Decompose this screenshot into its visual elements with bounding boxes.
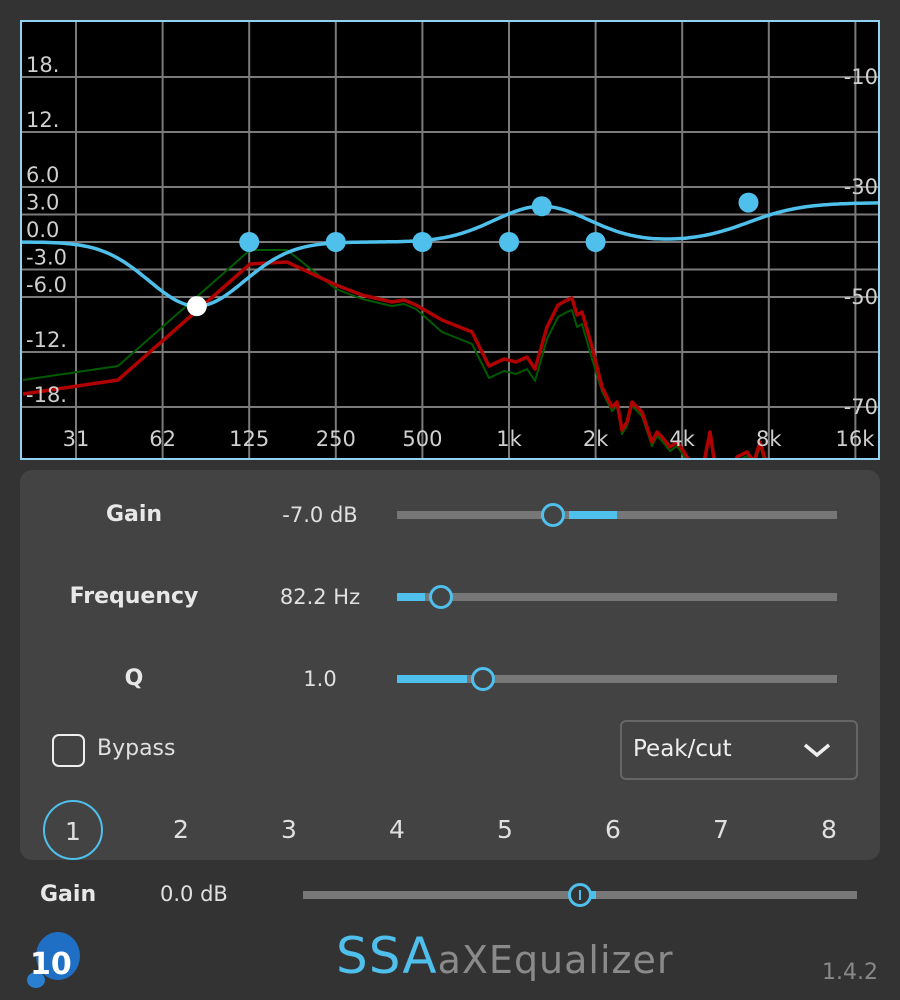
band-node-3[interactable] (325, 232, 346, 252)
bypass-label[interactable]: Bypass (97, 736, 176, 761)
filter-type-value: Peak/cut (633, 736, 732, 762)
level-axis-label: -30 (844, 175, 878, 199)
slider-knob[interactable] (470, 667, 495, 691)
frequency-axis-label: 1k (496, 427, 522, 451)
gain-axis-label: -12. (26, 328, 67, 352)
spectrum-trace-left (22, 260, 767, 458)
band-tab-8[interactable]: 8 (821, 815, 837, 844)
q-slider[interactable] (397, 667, 837, 691)
master-gain-slider[interactable] (303, 883, 857, 907)
band-node-2[interactable] (239, 232, 260, 252)
band-tab-5[interactable]: 5 (497, 815, 513, 844)
frequency-label: Frequency (69, 584, 199, 609)
frequency-value: 82.2 Hz (279, 585, 361, 609)
gain-axis-label: 6.0 (26, 163, 59, 187)
gain-axis-label: 12. (26, 108, 59, 132)
frequency-axis-label: 62 (149, 427, 176, 451)
logo-icon: 10 (27, 932, 80, 988)
brand-name: aXEqualizer (437, 938, 674, 982)
slider-track[interactable] (397, 593, 837, 601)
eq-graph[interactable]: 18. 12. 6.0 3.0 0.0 -3.0 -6.0 -12. -18. -10 -30 -50… (20, 20, 880, 460)
frequency-axis-label: 4k (669, 427, 695, 451)
gain-axis-label: -18. (26, 383, 67, 407)
band-settings-panel: Gain -7.0 dB Frequency 82.2 Hz Q 1.0 Byp… (20, 470, 880, 860)
gain-slider[interactable] (397, 503, 837, 527)
version-label: 1.4.2 (822, 960, 878, 985)
frequency-axis-label: 500 (402, 427, 442, 451)
frequency-slider[interactable] (397, 585, 837, 609)
slider-fill (569, 511, 617, 519)
level-axis-label: -50 (844, 285, 878, 309)
slider-track[interactable] (397, 511, 837, 519)
knob-tick (579, 890, 581, 900)
gain-axis-label: -3.0 (26, 246, 67, 270)
gain-axis-label: 0.0 (26, 218, 59, 242)
frequency-axis-label: 2k (583, 427, 609, 451)
band-node-4[interactable] (412, 232, 433, 252)
band-tab-7[interactable]: 7 (713, 815, 729, 844)
slider-knob[interactable] (568, 883, 592, 907)
level-axis-label: -10 (844, 65, 878, 89)
gain-axis-label: -6.0 (26, 273, 67, 297)
frequency-axis-label: 250 (316, 427, 356, 451)
slider-fill (397, 593, 425, 601)
slider-knob[interactable] (429, 585, 453, 609)
frequency-axis-label: 16k (836, 427, 876, 451)
band-node-6[interactable] (531, 196, 552, 217)
band-tab-1[interactable]: 1 (43, 800, 103, 860)
band-node-8[interactable] (738, 192, 759, 213)
band-node-7[interactable] (585, 232, 606, 252)
gain-axis-label: 18. (26, 53, 59, 77)
spectrum-trace-right (22, 249, 765, 458)
logo-text: 10 (30, 947, 72, 982)
q-label: Q (124, 666, 144, 691)
chevron-down-icon (803, 743, 831, 758)
slider-knob[interactable] (541, 503, 566, 527)
gain-value: -7.0 dB (282, 503, 358, 527)
frequency-axis-label: 125 (229, 427, 269, 451)
bypass-checkbox[interactable] (52, 734, 85, 767)
master-gain-value: 0.0 dB (160, 882, 228, 906)
eq-response-curve (22, 201, 878, 308)
eq-graph-canvas[interactable]: 18. 12. 6.0 3.0 0.0 -3.0 -6.0 -12. -18. -10 -30 -50… (20, 20, 880, 460)
brand-prefix: SSA (336, 927, 438, 985)
q-value: 1.0 (303, 667, 337, 691)
band-tab-6[interactable]: 6 (605, 815, 621, 844)
brand-title: SSAaXEqualizer (336, 927, 674, 985)
slider-fill (397, 675, 467, 683)
frequency-axis-label: 8k (756, 427, 782, 451)
band-node-5[interactable] (499, 232, 519, 252)
band-node-1[interactable] (186, 296, 207, 317)
master-gain-label: Gain (40, 882, 97, 907)
gain-axis-label: 3.0 (26, 191, 59, 215)
frequency-axis-label: 31 (63, 427, 90, 451)
band-tab-3[interactable]: 3 (281, 815, 297, 844)
slider-track[interactable] (397, 675, 837, 683)
level-axis-label: -70 (844, 395, 878, 419)
gain-label: Gain (105, 502, 163, 527)
band-tab-2[interactable]: 2 (173, 815, 189, 844)
filter-type-dropdown[interactable]: Peak/cut (620, 720, 858, 780)
band-tab-4[interactable]: 4 (389, 815, 405, 844)
